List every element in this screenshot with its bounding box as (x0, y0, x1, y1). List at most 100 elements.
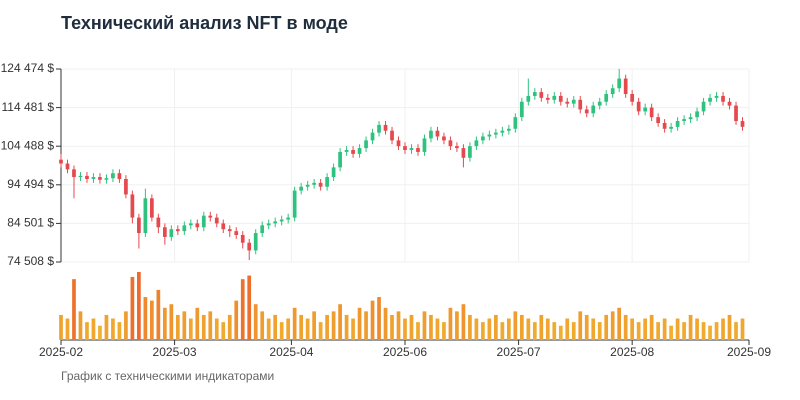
volume-bar (208, 311, 213, 340)
candle-body (221, 223, 226, 230)
volume-bar (487, 318, 492, 340)
volume-bar (727, 314, 732, 340)
candle-body (260, 225, 265, 234)
volume-bar (506, 318, 511, 340)
volume-bar (494, 314, 498, 340)
volume-bar (656, 322, 660, 340)
candle-body (468, 146, 472, 158)
candle-body (448, 140, 453, 147)
volume-bar (610, 311, 615, 340)
candle-body (481, 136, 485, 141)
volume-bar (565, 318, 570, 340)
volume-bar (72, 279, 76, 340)
volume-bar (708, 325, 712, 340)
candle-body (506, 128, 511, 131)
candle-body (545, 97, 550, 100)
y-tick-label: 84 501 $ (7, 216, 54, 230)
candle-body (370, 132, 375, 141)
candle-body (571, 99, 576, 104)
candle-body (591, 105, 596, 114)
candle-body (195, 223, 200, 228)
volume-bar (500, 322, 505, 340)
candle-body (247, 242, 252, 251)
volume-bar (662, 318, 667, 340)
candle-body (137, 217, 141, 234)
volume-bar (221, 322, 226, 340)
volume-bar (429, 314, 433, 340)
x-tick-label: 2025-08 (610, 345, 654, 359)
candle-body (630, 94, 635, 102)
volume-bar (461, 304, 466, 340)
volume-bar (286, 318, 291, 340)
volume-bar (526, 318, 531, 340)
volume-bar (59, 314, 63, 340)
candle-body (604, 94, 609, 102)
candle-body (727, 101, 732, 106)
volume-bar (130, 277, 135, 340)
volume-bar (260, 311, 265, 340)
volume-bar (214, 318, 219, 340)
volume-bar (643, 318, 648, 340)
volume-bar (513, 311, 518, 340)
volume-bar (201, 314, 206, 340)
candle-body (111, 173, 115, 179)
volume-bar (65, 318, 70, 340)
y-tick-label: 124 474 $ (1, 61, 55, 75)
candle-body (357, 148, 362, 154)
volume-bar (455, 311, 459, 340)
candle-body (409, 148, 414, 151)
candle-body (214, 217, 219, 224)
volume-bar (162, 307, 167, 340)
candle-body (364, 140, 368, 149)
candle-body (643, 107, 648, 112)
candle-body (455, 146, 459, 149)
volume-bar (597, 322, 602, 340)
candle-body (695, 111, 699, 118)
candle-body (78, 175, 83, 178)
candle-body (494, 132, 498, 135)
volume-bar (338, 304, 342, 340)
volume-bar (545, 318, 550, 340)
candle-body (305, 184, 310, 187)
candle-body (649, 107, 654, 118)
x-tick-label: 2025-07 (497, 345, 541, 359)
volume-bar (150, 300, 154, 340)
candle-body (344, 150, 349, 152)
candle-body (383, 124, 388, 131)
volume-bar (344, 314, 349, 340)
candle-body (331, 167, 336, 178)
volume-bar (111, 318, 115, 340)
volume-bar (318, 322, 323, 340)
y-tick-label: 104 488 $ (1, 138, 55, 152)
volume-bar (448, 307, 453, 340)
candle-body (253, 233, 258, 251)
volume-bar (468, 314, 472, 340)
candle-body (610, 88, 615, 95)
candle-body (240, 234, 245, 243)
candle-body (416, 148, 420, 152)
candle-body (597, 101, 602, 106)
candle-body (474, 140, 479, 147)
candle-body (532, 92, 537, 96)
volume-bar (571, 322, 576, 340)
chart-title: Технический анализ NFT в моде (61, 13, 348, 33)
candle-body (422, 138, 427, 152)
volume-bar (617, 307, 622, 340)
candle-body (292, 190, 297, 218)
candle-body (461, 148, 466, 158)
volume-bar (383, 307, 388, 340)
volume-bar (481, 322, 485, 340)
volume-bar (247, 275, 252, 340)
volume-bar (266, 318, 271, 340)
volume-bar (591, 318, 596, 340)
volume-bar (604, 314, 609, 340)
candle-body (208, 215, 213, 218)
candle-body (558, 95, 563, 102)
volume-bar (325, 314, 329, 340)
volume-bar (416, 322, 420, 340)
volume-bar (578, 311, 583, 340)
volume-bar (669, 325, 673, 340)
candle-body (188, 223, 193, 226)
candle-body (682, 119, 686, 122)
